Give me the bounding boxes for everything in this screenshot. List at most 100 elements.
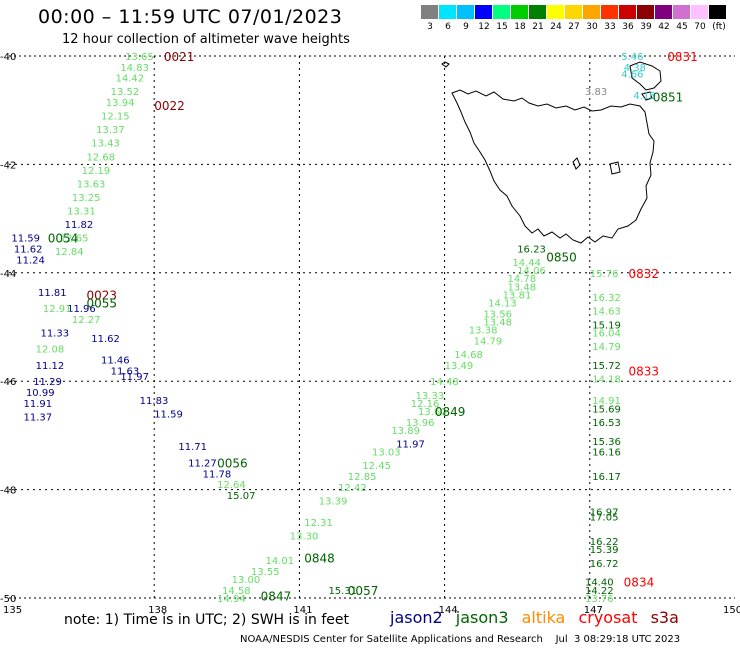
map-frame [9,55,735,599]
legend-cryosat: cryosat [578,608,638,627]
scale-swatch [529,5,546,19]
lon-tick-label: 144 [439,605,458,616]
wave-height-value: 12.64 [217,480,246,491]
lat-tick-label: -44 [0,269,16,280]
scale-label: 9 [463,22,469,32]
wave-height-value: 12.91 [43,304,72,315]
wave-height-value: 13.76 [585,594,614,605]
scale-swatch [583,5,600,19]
wave-height-value: 11.59 [11,234,40,245]
wave-height-value: 13.48 [508,282,537,293]
wave-height-value: 10.99 [26,388,55,399]
scale-label: 21 [532,22,544,32]
pass-number-label: 0848 [304,551,335,565]
scale-swatch [601,5,618,19]
wave-height-value: 11.63 [111,366,140,377]
wave-height-value: 16.72 [590,559,619,570]
wave-height-value: 14.42 [115,74,144,85]
wave-height-value: 11.81 [38,288,67,299]
scale-swatch [565,5,582,19]
wave-height-value: 11.96 [67,304,96,315]
pass-number-label: 0851 [653,91,684,105]
pass-number-label: 0850 [546,251,577,265]
wave-height-value: 12.27 [72,315,101,326]
scale-label: 36 [622,22,634,32]
scale-swatch [709,5,726,19]
pass-number-label: 0023 [86,288,117,302]
scale-label: 42 [658,22,670,32]
legend-jason2: jason2 [390,608,443,627]
wave-height-value: 13.48 [483,318,512,329]
wave-height-value: 13.65 [125,52,154,63]
wave-height-value: 13.39 [319,496,348,507]
wave-height-value: 14.18 [592,374,621,385]
wave-height-value: 17.05 [590,513,619,524]
wave-height-value: 12.31 [304,518,333,529]
wave-height-value: 13.49 [445,361,474,372]
wave-height-value: 4.18 [633,91,655,102]
scale-label: 3 [427,22,433,32]
wave-height-value: 11.83 [140,396,169,407]
scale-label: 30 [586,22,598,32]
wave-height-value: 11.97 [120,372,149,383]
scale-swatch [547,5,564,19]
wave-height-value: 15.39 [590,545,619,556]
pass-number-label: 0055 [86,297,117,311]
lon-tick-label: 141 [293,605,312,616]
scale-swatch [421,5,438,19]
wave-height-value: 14.06 [517,266,546,277]
pass-number-label: 0849 [435,405,466,419]
wave-height-value: 13.60 [418,407,447,418]
scale-label: 39 [640,22,652,32]
wave-height-value: 13.63 [77,179,106,190]
wave-height-value: 13.96 [406,418,435,429]
wave-height-value: 11.71 [178,442,207,453]
wave-height-value: 14.40 [585,578,614,589]
scale-label: 6 [445,22,451,32]
wave-height-value: 13.89 [391,426,420,437]
wave-height-value: 13.94 [106,98,135,109]
wave-height-value: 11.37 [24,412,53,423]
pass-number-label: 0831 [667,50,698,64]
scale-swatch [673,5,690,19]
wave-height-value: 14.68 [454,350,483,361]
scale-swatch [691,5,708,19]
wave-height-value: 12.19 [82,166,111,177]
pass-number-label: 0847 [261,589,292,603]
wave-height-value: 14.78 [508,274,537,285]
wave-height-value: 13.03 [372,448,401,459]
wave-height-value: 11.62 [91,334,120,345]
footer-note: note: 1) Time is in UTC; 2) SWH is in fe… [64,612,350,628]
wave-height-value: 12.65 [60,234,89,245]
wave-height-value: 16.53 [592,418,621,429]
wave-height-value: 14.94 [217,594,246,605]
wave-height-value: 11.91 [24,399,53,410]
wave-height-value: 14.13 [488,299,517,310]
scale-label: 18 [514,22,526,32]
wave-height-value: 15.19 [592,320,621,331]
lat-tick-label: -42 [0,160,16,171]
wave-height-value: 16.22 [590,537,619,548]
wave-height-value: 11.59 [154,410,183,421]
legend-altika: altika [521,608,566,627]
scale-label: 15 [496,22,508,32]
scale-swatch [475,5,492,19]
wave-height-value: 4.38 [624,63,646,74]
scale-label: 24 [550,22,562,32]
wave-height-value: 15.31 [328,586,357,597]
wave-height-value: 16.17 [592,472,621,483]
pass-number-label: 0834 [624,576,655,590]
wave-height-value: 16.97 [590,507,619,518]
wave-height-value: 13.00 [232,575,261,586]
wave-height-value: 14.79 [592,342,621,353]
wave-height-value: 12.45 [362,461,391,472]
wave-height-value: 13.52 [111,87,140,98]
wave-height-value: 16.16 [592,448,621,459]
wave-height-value: 11.33 [40,328,69,339]
wave-height-value: 14.91 [592,396,621,407]
wave-height-value: 16.32 [592,293,621,304]
wave-height-value: 11.24 [16,255,45,266]
pass-number-label: 0833 [629,364,660,378]
wave-height-value: 12.08 [36,345,65,356]
wave-height-value: 14.58 [222,586,251,597]
